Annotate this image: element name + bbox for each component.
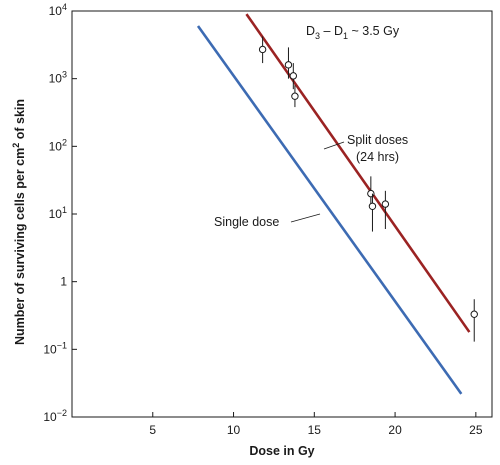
- y-tick-label: 10−2: [43, 408, 67, 424]
- data-point: [368, 202, 377, 210]
- split-doses-leader-line: [323, 141, 345, 150]
- plot-border: [71, 10, 493, 418]
- dose-difference-annotation: D3 – D1 ~ 3.5 Gy: [306, 24, 400, 41]
- x-tick-label: 10: [227, 423, 241, 437]
- plot-frame: [71, 10, 493, 418]
- x-tick-label: 5: [149, 423, 156, 437]
- data-points: [258, 36, 478, 342]
- y-axis-title: Number of surviving cells per cm2 of ski…: [11, 99, 27, 345]
- x-axis-ticks: 5 10 15 20 25: [149, 412, 483, 437]
- y-tick-label: 103: [49, 70, 67, 86]
- data-point: [291, 92, 299, 100]
- split-doses-interval-label: (24 hrs): [356, 150, 399, 164]
- x-tick-label: 15: [308, 423, 322, 437]
- x-axis-title: Dose in Gy: [249, 444, 314, 458]
- data-point: [470, 310, 478, 318]
- x-tick-label: 20: [388, 423, 402, 437]
- y-tick-label: 10−1: [43, 340, 67, 356]
- y-axis-ticks: 104 103 102 101 1 10−1 10−2: [43, 2, 77, 424]
- y-tick-label: 104: [49, 2, 67, 18]
- single-dose-line: [196, 25, 463, 395]
- single-dose-label: Single dose: [214, 215, 279, 229]
- split-doses-line: [245, 13, 471, 333]
- data-point: [367, 189, 375, 198]
- y-tick-label: 1: [60, 275, 67, 289]
- single-dose-leader-line: [290, 213, 321, 223]
- data-point: [381, 200, 390, 208]
- y-tick-label: 102: [49, 137, 67, 153]
- x-tick-label: 25: [469, 423, 483, 437]
- y-tick-label: 101: [49, 205, 67, 221]
- data-point: [258, 45, 267, 54]
- data-point: [284, 61, 293, 69]
- data-point: [289, 72, 298, 80]
- series-lines: [196, 13, 471, 395]
- split-doses-label: Split doses: [347, 133, 408, 147]
